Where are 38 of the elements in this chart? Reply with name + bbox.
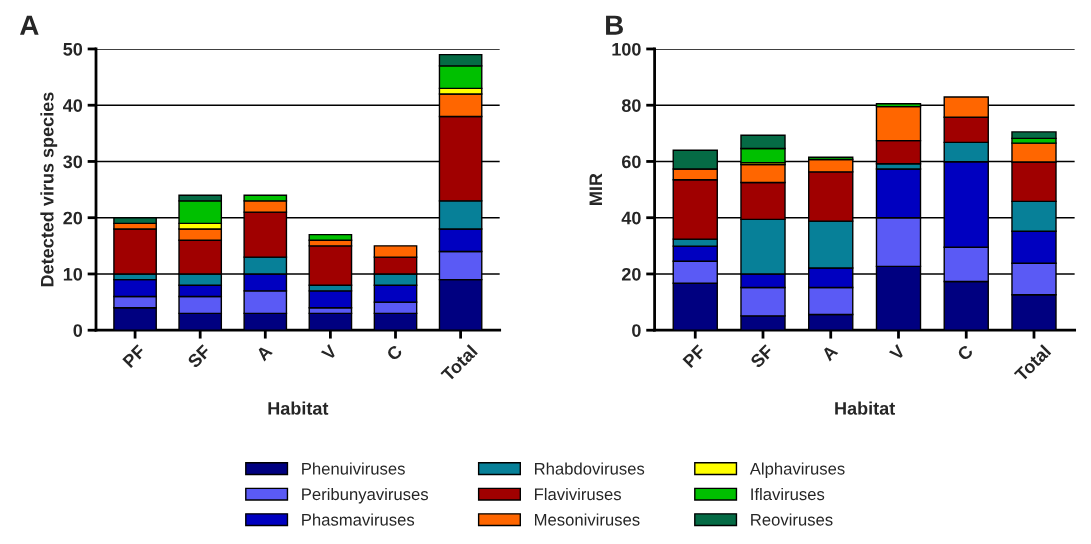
legend-label: Peribunyaviruses bbox=[302, 487, 429, 504]
y-tick-label: 60 bbox=[621, 155, 641, 169]
y-tick-label: 100 bbox=[612, 42, 641, 56]
x-tick-label: V bbox=[888, 343, 906, 362]
legend-label: Alphaviruses bbox=[749, 462, 845, 478]
x-tick-label: V bbox=[320, 343, 338, 362]
y-tick-label: 20 bbox=[621, 267, 641, 281]
y-tick-label: 20 bbox=[63, 211, 83, 225]
chart-title: A bbox=[20, 15, 39, 35]
y-axis-title: Detected virus species bbox=[40, 92, 58, 287]
y-tick-label: 0 bbox=[632, 324, 641, 337]
legend-label: Phasmaviruses bbox=[302, 513, 415, 526]
legend-label: Rhabdoviruses bbox=[534, 462, 645, 475]
legend-label: Flaviviruses bbox=[534, 487, 621, 501]
x-tick-label: A bbox=[255, 344, 273, 362]
y-axis-title: MIR bbox=[589, 173, 602, 205]
legend-label: Iflaviruses bbox=[751, 487, 825, 501]
x-tick-label: PF bbox=[682, 344, 707, 369]
legend-label: Reoviruses bbox=[751, 513, 833, 526]
x-tick-label: PF bbox=[122, 344, 147, 369]
x-tick-label: SF bbox=[749, 344, 775, 369]
x-tick-label: C bbox=[385, 344, 404, 362]
y-tick-label: 40 bbox=[63, 99, 83, 112]
x-tick-label: SF bbox=[186, 344, 212, 369]
bar bbox=[1011, 131, 1057, 140]
y-tick-label: 30 bbox=[63, 155, 83, 169]
legend-label: Mesoniviruses bbox=[534, 513, 640, 526]
x-axis-title: Habitat bbox=[835, 401, 895, 415]
y-tick-label: 0 bbox=[73, 324, 83, 337]
y-tick-label: 50 bbox=[63, 42, 83, 56]
y-tick-label: 80 bbox=[621, 99, 641, 112]
chart-title: B bbox=[606, 15, 623, 35]
y-tick-label: 40 bbox=[621, 211, 641, 225]
legend-label: Phenuiviruses bbox=[302, 462, 405, 475]
x-axis-title: Habitat bbox=[268, 401, 329, 415]
y-tick-label: 10 bbox=[63, 267, 83, 281]
x-tick-label: C bbox=[956, 344, 974, 362]
x-tick-label: A bbox=[820, 344, 839, 362]
